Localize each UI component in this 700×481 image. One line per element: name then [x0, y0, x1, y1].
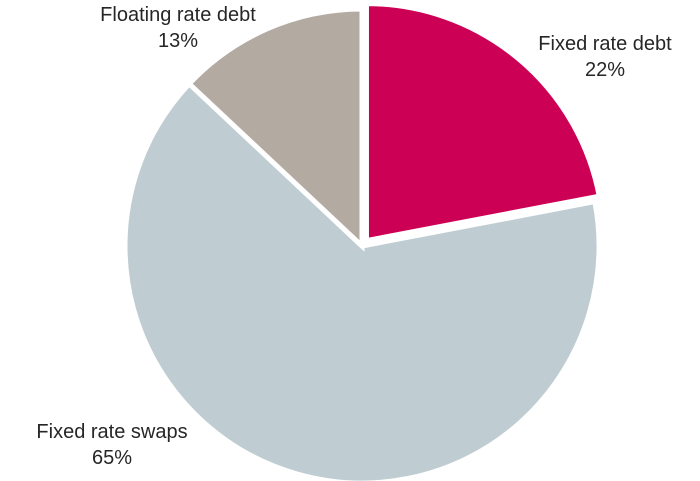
- pie-slice-fixed-rate-swaps: [122, 80, 602, 481]
- pie-slice-floating-rate-debt: [185, 6, 365, 252]
- pie-slices: [122, 1, 603, 481]
- slice-value-fixed-rate-debt: 22%: [585, 59, 625, 81]
- slice-label-fixed-rate-swaps: Fixed rate swaps: [36, 421, 187, 443]
- slice-label-floating-rate-debt: Floating rate debt: [100, 4, 256, 26]
- pie-slice-fixed-rate-debt: [363, 1, 603, 244]
- slice-label-fixed-rate-debt: Fixed rate debt: [538, 33, 672, 55]
- slice-value-floating-rate-debt: 13%: [158, 30, 198, 52]
- pie-labels: Fixed rate debt 22% Fixed rate swaps 65% Flo…: [36, 4, 672, 469]
- slice-value-fixed-rate-swaps: 65%: [92, 447, 132, 469]
